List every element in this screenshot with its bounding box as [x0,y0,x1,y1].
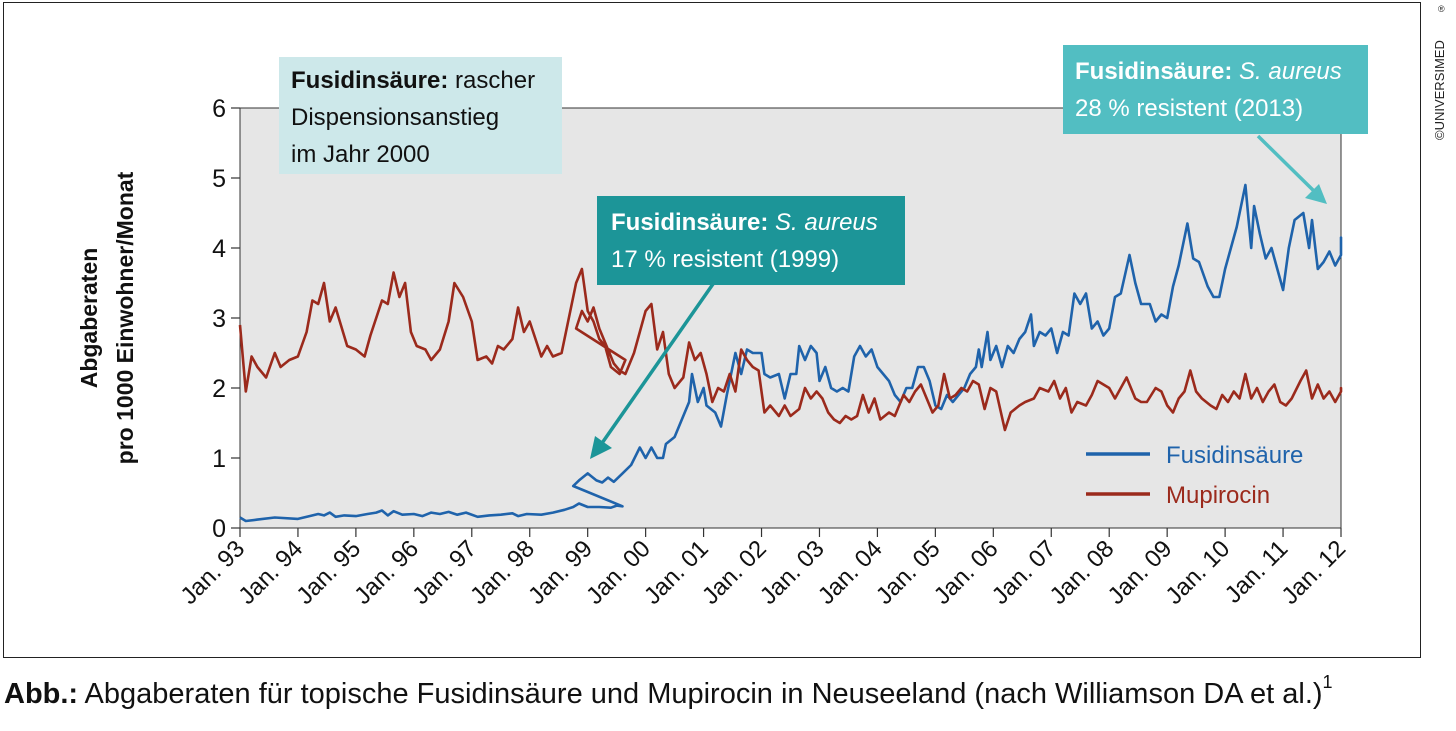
annotation-box1-bold: Fusidinsäure: [291,67,449,94]
x-tick-label-2006: Jan. 06 [929,535,1004,610]
x-tick-label-2007: Jan. 07 [987,535,1062,610]
x-tick-label-2005: Jan. 05 [871,535,946,610]
annotation-box-resistenz-2013: Fusidinsäure: S. aureus 28 % resistent (… [1063,45,1368,134]
y-tick-label-3: 3 [212,305,226,333]
y-tick-label-1: 1 [212,445,226,473]
annotation-box3-italic: S. aureus [1239,58,1342,85]
annotation-box2-bold: Fusidinsäure: [611,209,769,236]
caption-footnote-ref: 1 [1322,672,1333,692]
x-tick-label-2008: Jan. 08 [1045,535,1120,610]
x-tick-label-2012: Jan. 12 [1276,535,1351,610]
y-tick-label-5: 5 [212,165,226,193]
x-tick-label-1999: Jan. 99 [523,535,598,610]
annotation-arrow-1999 [598,282,715,448]
annotation-box-resistenz-1999: Fusidinsäure: S. aureus 17 % resistent (… [597,196,905,285]
copyright-notice: ©UNIVERSIMED ® [1432,4,1447,140]
legend: Fusidinsäure Mupirocin [1086,442,1303,509]
y-tick-label-6: 6 [212,95,226,123]
y-tick-label-4: 4 [212,235,226,263]
annotation-box1-line2: Dispensionsanstieg [291,104,500,131]
annotation-box3-bold: Fusidinsäure: [1075,58,1233,85]
series-line-mupirocin [238,267,1343,432]
x-tick-label-2002: Jan. 02 [697,535,772,610]
x-tick-label-1995: Jan. 95 [291,535,366,610]
annotation-arrowhead-2013 [1305,184,1327,204]
y-axis-label-line1: Abgaberaten [76,248,102,389]
annotation-arrow-2013 [1256,134,1318,195]
x-tick-label-2000: Jan. 00 [581,535,656,610]
x-tick-label-1994: Jan. 94 [233,535,308,610]
x-tick-label-2003: Jan. 03 [755,535,830,610]
x-tick-label-1993: Jan. 93 [175,535,250,610]
series-layer [238,183,1343,523]
annotation-box1-rest: rascher [448,67,536,94]
x-tick-label-1996: Jan. 96 [349,535,424,610]
annotation-box-rascher-anstieg: Fusidinsäure: rascher Dispensionsanstieg… [279,57,562,174]
registered-mark: ® [1438,4,1445,14]
caption-text: Abgaberaten für topische Fusidinsäure un… [78,678,1323,710]
x-tick-label-2010: Jan. 10 [1161,535,1236,610]
legend-label-mupirocin: Mupirocin [1166,482,1270,509]
series-line-fusidinsaeure [239,183,1343,523]
figure-caption: Abb.: Abgaberaten für topische Fusidinsä… [4,672,1333,711]
annotation-box3-line2: 28 % resistent (2013) [1075,95,1304,122]
x-tick-label-1997: Jan. 97 [407,535,482,610]
x-tick-label-2001: Jan. 01 [639,535,714,610]
y-axis: 0 1 2 3 4 5 6 [212,95,240,543]
copyright-text: ©UNIVERSIMED [1432,40,1447,140]
y-axis-label-line2: pro 1000 Einwohner/Monat [112,171,138,464]
annotation-box1-line3: im Jahr 2000 [291,141,430,168]
x-tick-label-2004: Jan. 04 [813,535,888,610]
y-tick-label-0: 0 [212,515,226,543]
y-tick-label-2: 2 [212,375,226,403]
legend-label-fusidinsaeure: Fusidinsäure [1166,442,1303,469]
annotation-box2-line2: 17 % resistent (1999) [611,246,840,273]
annotation-box2-italic: S. aureus [775,209,878,236]
annotation-arrowhead-1999 [590,436,612,459]
caption-label: Abb.: [4,678,79,710]
x-tick-label-1998: Jan. 98 [465,535,540,610]
x-tick-label-2009: Jan. 09 [1103,535,1178,610]
